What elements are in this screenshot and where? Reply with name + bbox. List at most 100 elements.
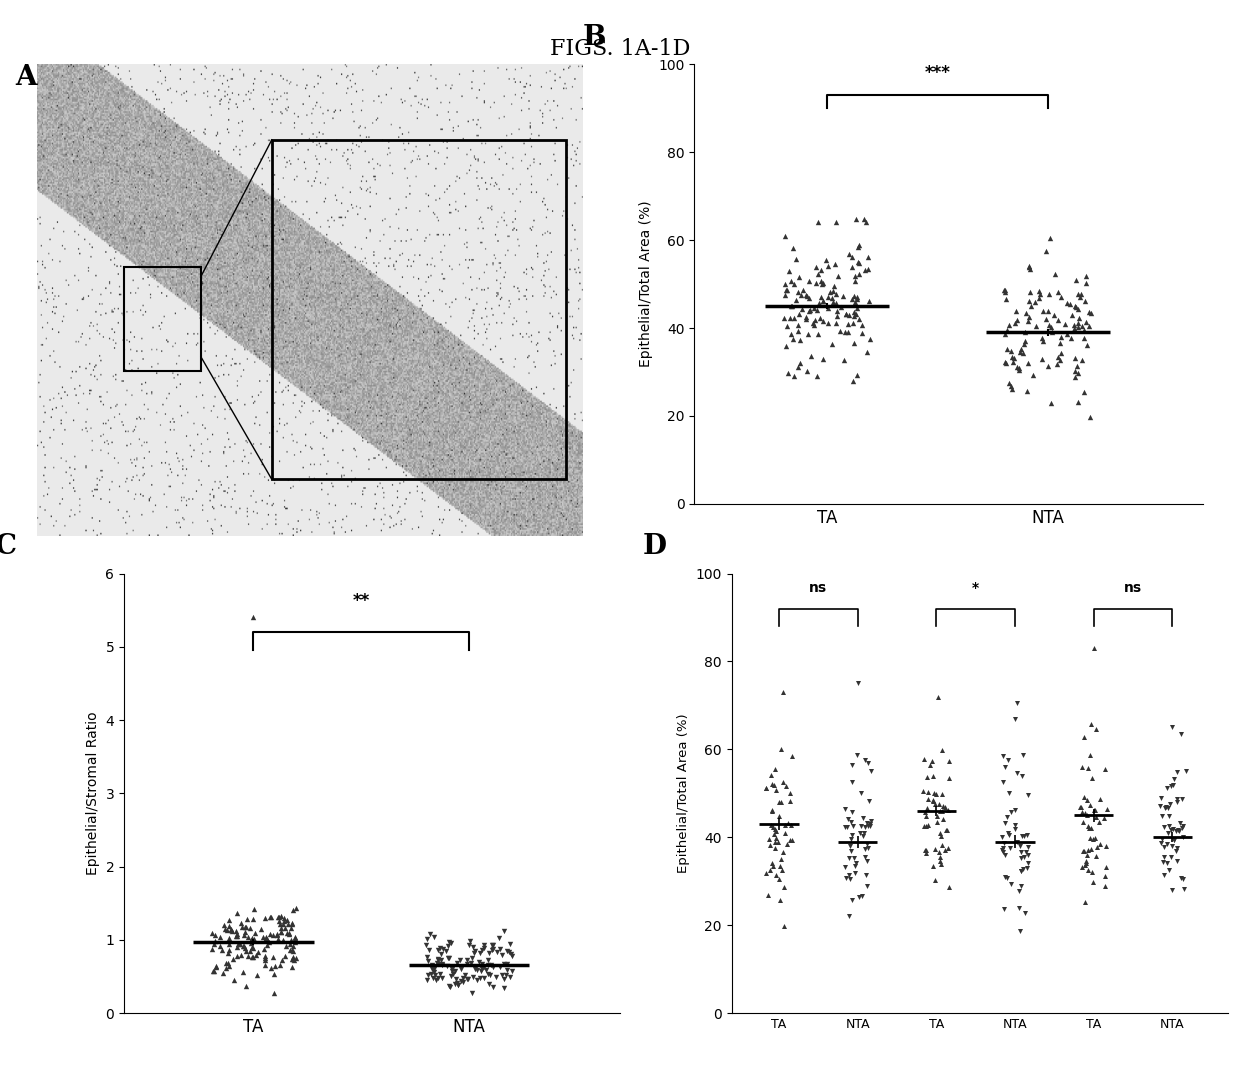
Point <box>418 953 438 970</box>
Point <box>1038 357 1058 374</box>
Point <box>223 971 243 988</box>
Point <box>1157 799 1177 816</box>
Point <box>771 851 791 868</box>
Point <box>811 272 831 289</box>
Point <box>283 915 303 933</box>
Point <box>1017 827 1037 844</box>
Point <box>996 759 1016 776</box>
Point <box>1078 807 1097 824</box>
Point <box>232 947 252 964</box>
Point <box>1050 352 1070 369</box>
Point <box>465 942 485 959</box>
Point <box>278 911 298 928</box>
Point <box>477 952 497 969</box>
Point <box>856 848 875 865</box>
Point <box>1168 821 1188 838</box>
Point <box>264 985 284 1002</box>
Point <box>210 937 229 954</box>
Point <box>996 291 1016 308</box>
Point <box>1073 317 1092 334</box>
Point <box>280 920 300 937</box>
Point <box>918 800 937 817</box>
Point <box>784 368 804 385</box>
Y-axis label: Epithelial/Total Area (%): Epithelial/Total Area (%) <box>677 714 689 873</box>
Point <box>844 334 864 352</box>
Point <box>853 809 873 827</box>
Point <box>789 317 808 334</box>
Point <box>789 283 808 300</box>
Point <box>428 951 448 968</box>
Point <box>439 977 459 994</box>
Point <box>861 763 880 780</box>
Point <box>1009 882 1029 899</box>
Point <box>417 971 436 988</box>
Text: ns: ns <box>810 581 827 596</box>
Point <box>1079 303 1099 321</box>
Point <box>243 910 263 927</box>
Y-axis label: Epithelial/Total Area (%): Epithelial/Total Area (%) <box>639 200 652 368</box>
Point <box>1018 354 1038 371</box>
Point <box>856 213 875 230</box>
Point <box>273 932 293 949</box>
Point <box>268 930 288 948</box>
Point <box>1009 899 1029 917</box>
Point <box>263 949 283 966</box>
Point <box>997 355 1017 372</box>
Point <box>806 258 826 276</box>
Point <box>1050 334 1070 352</box>
Point <box>924 791 944 808</box>
Point <box>1073 352 1092 369</box>
Point <box>1174 880 1194 897</box>
Point <box>1095 760 1115 777</box>
Point <box>283 914 303 932</box>
Point <box>1173 829 1193 846</box>
Point <box>852 324 872 341</box>
Point <box>279 925 299 942</box>
Point <box>779 364 799 382</box>
Point <box>1151 789 1171 806</box>
Point <box>1161 848 1180 865</box>
Point <box>232 919 252 936</box>
Point <box>775 824 795 842</box>
Point <box>928 807 947 824</box>
Point <box>283 902 303 919</box>
Point <box>1009 361 1029 378</box>
Point <box>455 967 475 984</box>
Point <box>843 314 863 331</box>
Point <box>219 957 239 974</box>
Point <box>1075 857 1095 874</box>
Point <box>475 939 495 956</box>
Point <box>1167 790 1187 807</box>
Text: D: D <box>642 534 666 561</box>
Point <box>1009 359 1029 376</box>
Point <box>234 919 254 936</box>
Point <box>765 839 785 857</box>
Point <box>269 912 289 929</box>
Point <box>807 367 827 384</box>
Point <box>993 839 1013 857</box>
Point <box>925 795 945 813</box>
Point <box>1032 330 1052 347</box>
Point <box>226 927 246 944</box>
Point <box>1029 283 1049 300</box>
Point <box>432 952 451 969</box>
Point <box>994 354 1014 371</box>
Point <box>1007 311 1027 328</box>
Point <box>203 963 223 980</box>
Point <box>835 819 854 836</box>
Point <box>998 751 1018 769</box>
Point <box>999 316 1019 333</box>
Point <box>1076 846 1096 863</box>
Point <box>1159 817 1179 834</box>
Point <box>997 322 1017 339</box>
Point <box>443 966 463 983</box>
Point <box>428 950 448 967</box>
Point <box>242 949 262 966</box>
Point <box>1011 923 1030 940</box>
Point <box>1163 719 1183 736</box>
Point <box>1032 349 1052 367</box>
Point <box>419 941 439 958</box>
Point <box>777 815 797 832</box>
Point <box>935 840 955 858</box>
Point <box>283 951 303 968</box>
